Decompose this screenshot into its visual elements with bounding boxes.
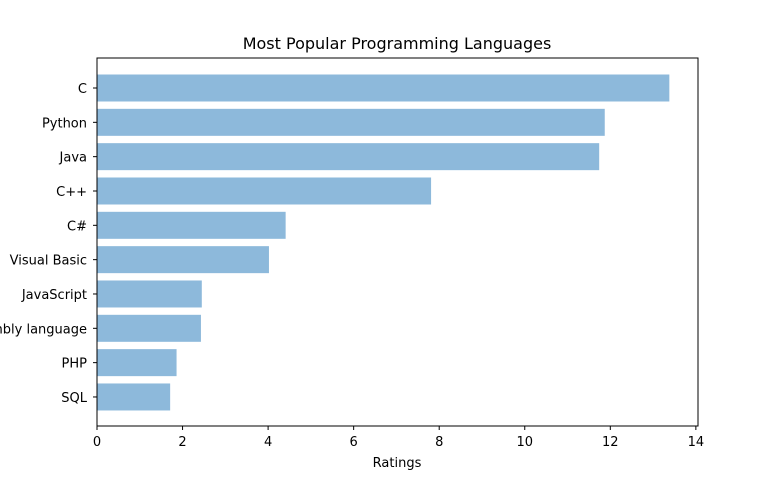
bar-c [97,74,670,102]
bar-assembly-language [97,314,201,342]
y-tick-label: C++ [56,185,87,200]
x-tick-label: 14 [688,435,705,450]
y-tick-label: Assembly language [0,322,87,337]
x-axis: 0 2 4 6 8 10 12 14 [93,426,704,450]
bars-group [97,74,670,411]
y-axis: C Python Java C++ C# Visual Basic JavaScript As… [0,82,97,406]
x-tick-label: 0 [93,435,101,450]
x-tick-label: 2 [178,435,186,450]
bar-php [97,349,177,377]
bar-java [97,143,600,171]
y-tick-label: Python [42,116,87,131]
chart-title: Most Popular Programming Languages [243,34,552,53]
y-tick-label: Java [59,151,87,166]
bar-c- [97,177,432,205]
x-tick-label: 10 [516,435,533,450]
plot-frame [96,57,699,427]
bar-sql [97,383,171,411]
x-axis-label: Ratings [373,456,422,471]
y-tick-label: C [78,82,87,97]
y-tick-label: Visual Basic [10,254,87,269]
bar-python [97,108,605,136]
bar-c- [97,211,286,239]
bar-visual-basic [97,246,269,274]
x-tick-label: 6 [350,435,358,450]
x-tick-label: 8 [435,435,443,450]
bar-javascript [97,280,202,308]
y-tick-label: PHP [62,357,88,372]
x-tick-label: 4 [264,435,272,450]
y-tick-label: C# [67,219,87,234]
y-tick-label: JavaScript [21,288,87,303]
x-tick-label: 12 [602,435,619,450]
y-tick-label: SQL [61,391,87,406]
